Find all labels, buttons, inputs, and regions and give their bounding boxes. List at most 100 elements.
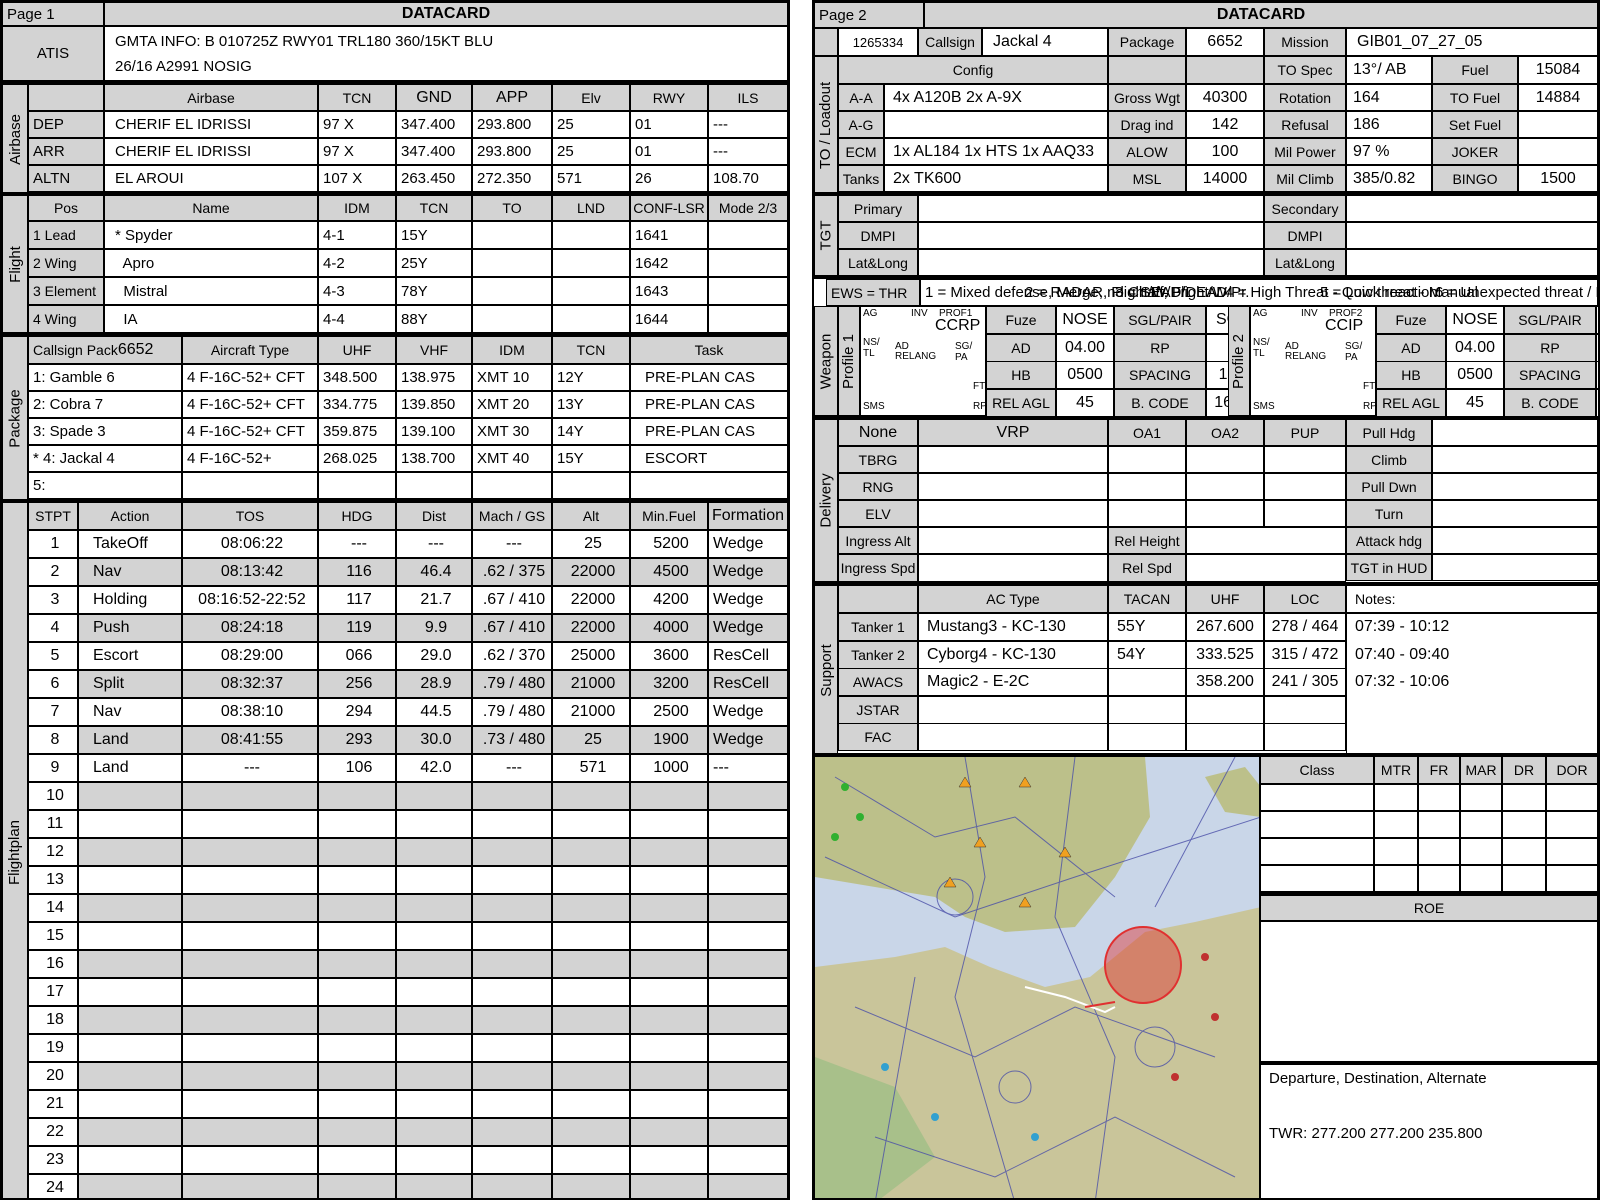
flightplan-cell (708, 810, 788, 838)
threat-cell (1502, 865, 1546, 892)
tgt-secondary-value (1346, 249, 1598, 276)
package-cell: XMT 10 (472, 364, 552, 391)
weapon-key: B. CODE (1504, 388, 1596, 417)
package-cell: 4 F-16C-52+ CFT (182, 364, 318, 391)
weapon-value: 04.00 (1446, 333, 1504, 362)
flightplan-cell: TakeOff (78, 530, 182, 558)
flightplan-cell: 42.0 (396, 754, 472, 782)
support-row-label: AWACS (838, 668, 918, 696)
flightplan-cell (318, 950, 396, 978)
weapon-key: SGL/PAIR (1114, 306, 1206, 334)
airbase-cell: 263.450 (396, 165, 472, 192)
flightplan-cell (78, 782, 182, 810)
delivery-row-label: ELV (838, 500, 918, 527)
flightplan-cell (472, 894, 552, 922)
steerpoint-number: 18 (28, 1006, 78, 1034)
support-row-label: Tanker 2 (838, 640, 918, 669)
flightplan-cell (708, 978, 788, 1006)
loadout-value: 142 (1186, 111, 1264, 138)
flightplan-cell: Nav (78, 558, 182, 586)
flightplan-cell (318, 894, 396, 922)
ews-program-text: 5 = Low threat - Manual (1320, 284, 1479, 301)
support-loc: 278 / 464 (1264, 613, 1346, 641)
flightplan-cell (472, 782, 552, 810)
weapon-section-label: Weapon (817, 333, 835, 389)
flightplan-cell: 117 (318, 586, 396, 614)
sms-ft-label: FT (1363, 381, 1376, 392)
mission-id: 1265334 (838, 28, 918, 56)
sms-sgpa-label: SG/ PA (955, 341, 973, 363)
flightplan-cell (182, 950, 318, 978)
flightplan-cell: 9.9 (396, 614, 472, 642)
support-ac-type: Cyborg4 - KC-130 (918, 640, 1108, 669)
ews-programs: 1 = Mixed defense, Merge, no Chaff, Flig… (920, 279, 1598, 306)
flightplan-cell (396, 978, 472, 1006)
flightplan-cell (78, 1174, 182, 1198)
airbase-section: Airbase (2, 84, 28, 194)
package-cell: 359.875 (318, 418, 396, 445)
section-divider (814, 276, 1598, 279)
airbase-row-label: ARR (28, 138, 104, 165)
package-cell: 334.775 (318, 391, 396, 418)
datacard-page-2: Page 2 DATACARD 1265334 Callsign Jackal 4 Pac… (812, 0, 1600, 1200)
flightplan-cell (472, 1090, 552, 1118)
support-notes-label: Notes: (1346, 585, 1598, 613)
package-section-label: Package (6, 389, 24, 448)
delivery-cell (1186, 500, 1264, 527)
sms-mode-label: CCIP (1325, 317, 1364, 334)
section-divider (2, 81, 788, 84)
flightplan-cell: ResCell (708, 642, 788, 670)
section-divider (814, 416, 1598, 419)
loadout-key: JOKER (1432, 138, 1518, 165)
flightplan-cell (396, 1062, 472, 1090)
sms-ft-label: FT (973, 381, 986, 392)
delivery-cell (1264, 446, 1346, 473)
support-tacan (1108, 723, 1186, 751)
flightplan-cell (318, 866, 396, 894)
weapon-value: SGL (1596, 306, 1598, 334)
steerpoint-number: 16 (28, 950, 78, 978)
weapon-section: Weapon (814, 306, 838, 416)
threat-cell (1374, 811, 1418, 838)
support-corner (838, 585, 918, 613)
loadout-value: 385/0.82 (1346, 165, 1432, 192)
section-divider (814, 192, 1598, 195)
mission-map (814, 756, 1260, 1198)
airbase-header: APP (472, 84, 552, 111)
airbase-cell: CHERIF EL IDRISSI (104, 111, 318, 138)
sms-rp-label: RP (973, 401, 987, 412)
sms-ad-label: AD (895, 341, 909, 352)
loadout-value: 40300 (1186, 84, 1264, 111)
support-section: Support (814, 585, 838, 755)
steerpoint-number: 5 (28, 642, 78, 670)
flightplan-cell (396, 866, 472, 894)
flightplan-cell (472, 1146, 552, 1174)
flightplan-cell (552, 1118, 630, 1146)
flightplan-cell: .62 / 375 (472, 558, 552, 586)
tgt-primary-label: DMPI (838, 222, 918, 249)
package-header: TCN (552, 336, 630, 364)
package-callsign: * 4: Jackal 4 (28, 445, 182, 472)
section-divider (1260, 1061, 1598, 1064)
support-ac-type: Magic2 - E-2C (918, 668, 1108, 696)
weapon-value: NOSE (1056, 306, 1114, 334)
flightplan-cell (78, 1006, 182, 1034)
flightplan-cell (182, 1118, 318, 1146)
flightplan-cell (708, 1006, 788, 1034)
flightplan-cell (78, 866, 182, 894)
support-row-label: FAC (838, 723, 918, 751)
flightplan-cell: 106 (318, 754, 396, 782)
threat-cell (1374, 784, 1418, 811)
flightplan-cell: 44.5 (396, 698, 472, 726)
weapon-profile-1-label: Profile 1 (840, 333, 858, 389)
flightplan-header: TOS (182, 502, 318, 530)
flightplan-cell (78, 810, 182, 838)
support-notes-area (1346, 613, 1598, 755)
loadout-blank (1186, 56, 1264, 84)
flight-cell: 4-1 (318, 221, 396, 249)
support-tacan (1108, 668, 1186, 696)
airbase-header: GND (396, 84, 472, 111)
flightplan-header: STPT (28, 502, 78, 530)
flightplan-cell (472, 1006, 552, 1034)
weapon-value: NOSE (1446, 306, 1504, 334)
